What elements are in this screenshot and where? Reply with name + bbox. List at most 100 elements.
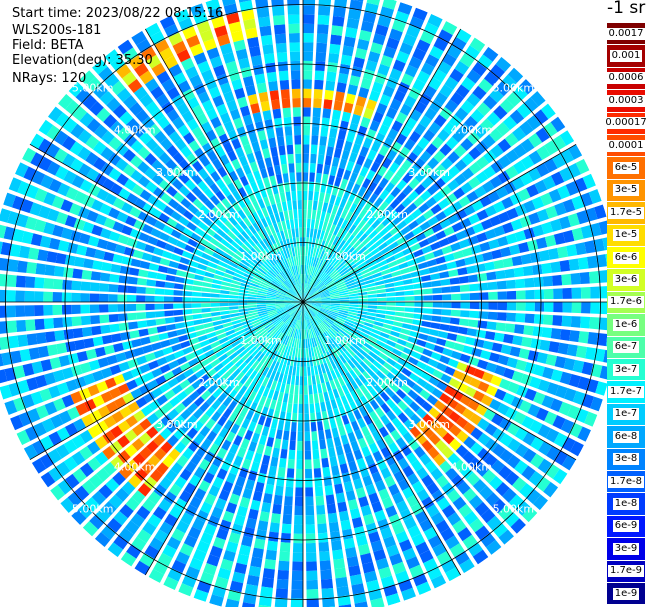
scan-cell [333,225,340,236]
scan-cell [334,483,344,494]
scan-cell [243,240,253,250]
scan-cell [193,433,205,445]
scan-cell [536,352,548,364]
scan-cell [543,302,554,313]
scan-cell [23,444,38,460]
scan-cell [330,256,338,266]
scan-cell [256,269,266,277]
scan-cell [505,233,518,245]
scan-cell [286,468,295,478]
scan-cell [305,524,316,534]
scan-cell [424,365,436,375]
scan-cell [423,526,438,541]
scan-cell [389,226,400,236]
scan-cell [278,333,285,343]
scan-cell [532,224,545,237]
scan-cell [217,213,228,224]
scan-cell [320,322,328,331]
scan-cell [384,282,395,288]
scan-cell [337,331,347,339]
scan-cell [83,373,96,386]
scan-cell [270,146,278,157]
scan-cell [118,275,129,284]
scan-cell [341,384,350,395]
scan-cell [220,256,231,265]
scan-cell [277,61,289,72]
scan-cell [306,227,310,238]
scan-cell [223,325,234,332]
scan-cell [258,16,271,28]
scan-cell [396,500,409,513]
scan-cell [289,308,297,316]
scan-cell [78,163,92,177]
scan-cell [280,230,286,241]
scan-cell [447,512,462,526]
scan-cell [235,167,245,179]
scan-cell [379,94,392,107]
scan-cell [475,463,490,477]
scan-cell [34,188,48,203]
scan-cell [247,302,257,305]
scan-cell [177,80,191,94]
scan-cell [199,425,211,438]
scan-cell [365,239,375,249]
scan-cell [326,232,333,243]
scan-cell [87,235,100,247]
scan-cell [151,62,166,77]
scan-cell [329,194,337,205]
scan-cell [463,204,476,216]
scan-cell [309,288,317,296]
scan-cell [211,411,222,423]
scan-cell [230,316,241,322]
scan-cell [125,415,138,428]
scan-cell [445,467,459,481]
scan-cell [139,189,152,201]
scan-cell [412,7,428,21]
scan-cell [182,346,193,355]
scan-cell [103,344,115,355]
scan-cell [559,371,572,385]
scan-cell [332,215,340,226]
scan-cell [352,183,361,194]
scan-cell [109,440,123,454]
scan-cell [284,495,293,506]
scan-cell [336,280,346,287]
scan-cell [476,102,491,117]
scan-cell [92,395,105,408]
scan-cell [463,511,479,526]
scan-cell [504,323,516,333]
scan-cell [170,229,182,239]
scan-cell [376,102,388,115]
scan-cell [493,259,505,270]
scan-cell [393,90,406,103]
scan-cell [294,144,302,154]
scan-cell [212,158,223,170]
scan-cell [366,99,378,111]
scan-cell [281,324,288,334]
scan-cell [276,52,288,63]
scan-cell [258,595,272,607]
scan-cell [484,261,495,271]
scan-cell [461,408,475,420]
scan-cell [129,206,142,218]
scan-cell [225,268,235,276]
scan-cell [146,319,157,327]
scan-cell [191,379,203,390]
scan-cell [254,150,263,161]
scan-cell [225,329,236,336]
scan-cell [287,267,293,277]
scan-cell [283,325,290,335]
scan-cell [380,268,391,276]
scan-cell [129,102,144,116]
scan-cell [147,123,161,137]
scan-cell [441,504,456,519]
scan-cell [233,117,244,129]
scan-cell [541,221,554,235]
scan-cell [168,448,181,461]
scan-cell [214,497,227,510]
scan-cell [317,364,323,375]
colorbar-level: 6e-5 [607,156,645,179]
scan-cell [569,440,584,457]
scan-cell [200,501,213,514]
scan-cell [470,244,482,255]
